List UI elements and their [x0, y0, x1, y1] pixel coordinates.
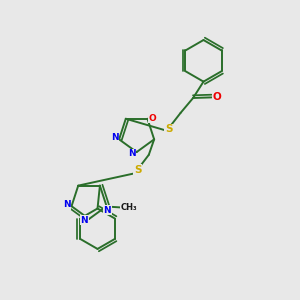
Text: O: O [148, 114, 156, 123]
Text: S: S [165, 124, 172, 134]
Text: N: N [111, 134, 119, 142]
Text: N: N [63, 200, 70, 209]
Text: N: N [80, 216, 88, 225]
Text: N: N [103, 206, 111, 215]
Text: N: N [128, 149, 135, 158]
Text: CH₃: CH₃ [121, 203, 137, 212]
Text: O: O [212, 92, 221, 102]
Text: S: S [134, 165, 141, 175]
